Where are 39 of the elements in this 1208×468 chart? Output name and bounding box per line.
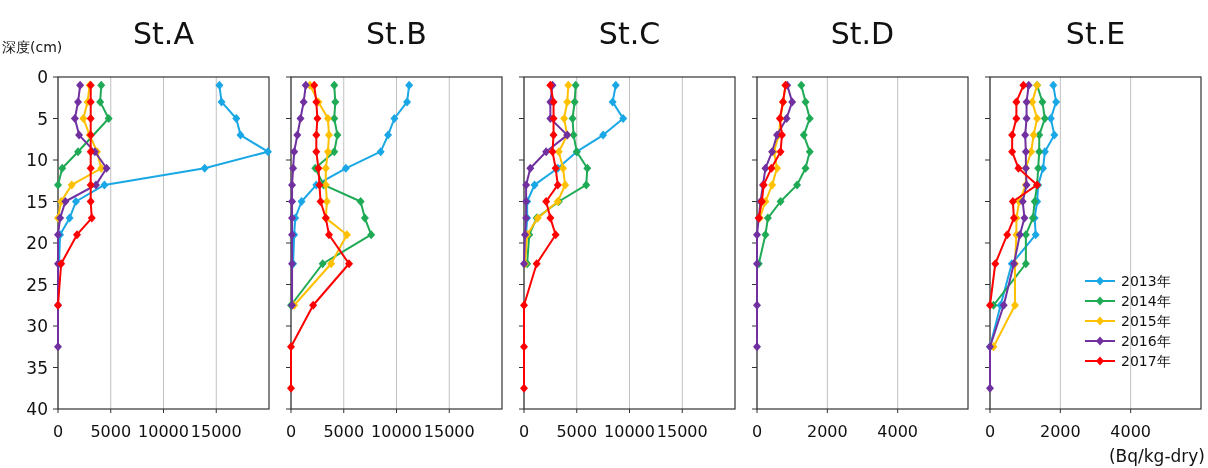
chart-title: St.E [1065,16,1126,51]
y-axis-title: 深度(cm) [2,39,63,55]
x-tick-label: 5000 [323,422,365,441]
x-tick-label: 5000 [90,422,132,441]
x-tick-label: 0 [751,422,763,441]
y-tick-label: 10 [26,150,48,170]
legend-label: 2017年 [1121,353,1171,369]
chart-title: St.B [366,16,427,51]
y-tick-label: 25 [26,274,48,295]
x-tick-label: 4000 [877,422,919,441]
legend-label: 2014年 [1121,293,1171,309]
chart-title: St.D [830,16,895,51]
y-tick-label: 40 [26,399,48,419]
x-tick-label: 10000 [138,422,189,441]
y-tick-label: 15 [26,191,48,212]
x-tick-label: 2000 [806,422,848,441]
x-tick-label: 5000 [556,422,598,441]
x-tick-label: 0 [518,422,530,441]
x-tick-label: 15000 [656,422,708,441]
legend-label: 2013年 [1121,273,1171,289]
x-tick-label: 10000 [371,422,422,441]
x-tick-label: 4000 [1110,422,1152,441]
x-tick-label: 0 [52,422,64,441]
y-tick-label: 20 [26,233,48,253]
chart-title: St.C [598,16,661,51]
x-tick-label: 0 [285,422,297,441]
x-tick-label: 2000 [1039,422,1081,441]
y-tick-label: 35 [26,357,48,378]
y-tick-label: 0 [37,67,48,87]
y-tick-label: 30 [26,316,48,336]
x-tick-label: 0 [984,422,996,441]
legend-label: 2015年 [1121,313,1171,329]
x-axis-title: (Bq/kg-dry) [1108,446,1205,466]
legend-label: 2016年 [1121,333,1171,349]
x-tick-label: 10000 [604,422,655,441]
y-tick-label: 5 [37,108,48,129]
chart-title: St.A [133,16,195,51]
x-tick-label: 15000 [423,422,475,441]
x-tick-label: 15000 [190,422,242,441]
